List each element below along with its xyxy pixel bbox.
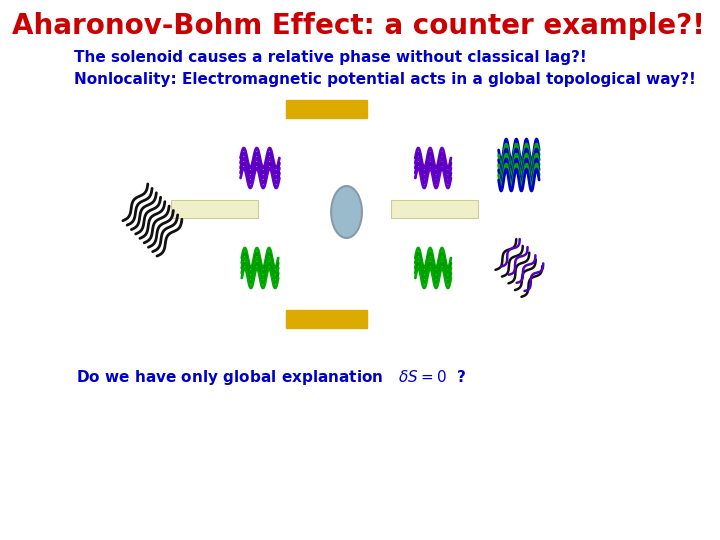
Bar <box>171 200 258 218</box>
Text: Do we have only global explanation   $\delta S = 0$  ?: Do we have only global explanation $\del… <box>76 368 466 387</box>
Bar <box>286 100 366 118</box>
Bar <box>286 310 366 328</box>
Ellipse shape <box>331 186 362 238</box>
Bar <box>391 200 478 218</box>
Text: The solenoid causes a relative phase without classical lag?!: The solenoid causes a relative phase wit… <box>74 50 587 65</box>
Text: Nonlocality: Electromagnetic potential acts in a global topological way?!: Nonlocality: Electromagnetic potential a… <box>74 72 696 87</box>
Text: Aharonov-Bohm Effect: a counter example?!: Aharonov-Bohm Effect: a counter example?… <box>12 12 705 40</box>
